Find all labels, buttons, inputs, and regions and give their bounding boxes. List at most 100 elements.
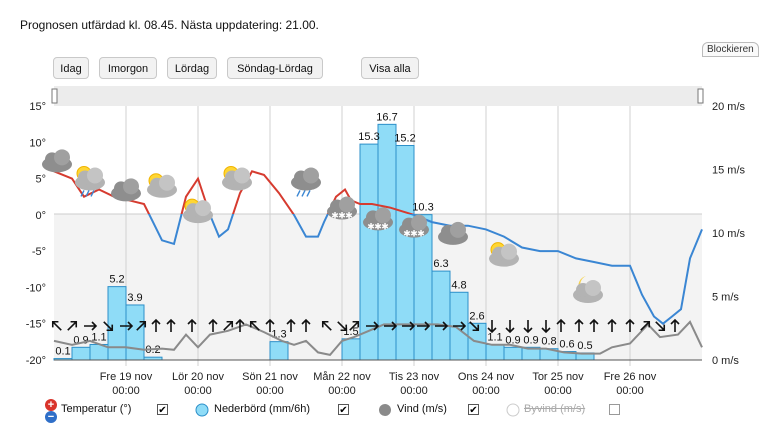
imorgon-button[interactable]: Imorgon bbox=[99, 57, 157, 79]
precip-label-3: 5.2 bbox=[109, 274, 124, 286]
precip-bar-7 bbox=[341, 338, 361, 361]
precip-bar-3 bbox=[107, 286, 127, 361]
legend-temperature-label: Temperatur (°) bbox=[61, 403, 132, 415]
snow-icon: ✱ ✱ ✱ bbox=[363, 207, 393, 232]
temperature-checkbox[interactable]: ✔ bbox=[157, 404, 168, 416]
temp-tick-5: -10° bbox=[26, 282, 46, 294]
wind-arrow-icon bbox=[670, 318, 680, 332]
precip-label-18: 0.8 bbox=[541, 336, 556, 348]
precip-label-9: 16.7 bbox=[376, 111, 397, 123]
temp-tick-7: -20° bbox=[26, 355, 46, 367]
day-time-6: 00:00 bbox=[544, 385, 572, 396]
temperature-series-line bbox=[53, 170, 703, 325]
day-time-4: 00:00 bbox=[400, 385, 428, 396]
wind-arrow-icon bbox=[384, 321, 398, 331]
cloud-icon bbox=[111, 178, 141, 202]
partly-sunny-icon bbox=[489, 242, 519, 267]
precip-label-11: 10.3 bbox=[412, 202, 433, 214]
day-time-0: 00:00 bbox=[112, 385, 140, 396]
gust-checkbox[interactable] bbox=[609, 404, 620, 415]
wind-arrow-icon bbox=[640, 320, 651, 331]
wind-arrow-icon bbox=[265, 318, 275, 332]
svg-text:✱: ✱ bbox=[331, 211, 339, 221]
partly-sunny-icon bbox=[147, 173, 177, 198]
idag-button[interactable]: Idag bbox=[53, 57, 89, 79]
day-time-3: 00:00 bbox=[328, 385, 356, 396]
temp-tick-0: 15° bbox=[29, 101, 46, 113]
wind-arrows bbox=[51, 318, 680, 334]
wind-arrow-icon bbox=[84, 321, 98, 331]
precip-label-0: 0.1 bbox=[55, 346, 70, 358]
wind-arrow-icon bbox=[366, 321, 380, 331]
precip-label-10: 15.2 bbox=[394, 133, 415, 145]
snow-icon: ✱ ✱ ✱ bbox=[399, 214, 429, 240]
precip-label-2: 1.1 bbox=[91, 331, 106, 343]
wind-arrow-icon bbox=[655, 321, 666, 332]
precip-label-13: 4.8 bbox=[451, 279, 466, 291]
wind-arrow-icon bbox=[487, 320, 497, 334]
precip-bar-12 bbox=[431, 270, 451, 361]
precip-label-15: 1.1 bbox=[487, 331, 502, 343]
wind-checkbox[interactable]: ✔ bbox=[468, 404, 479, 416]
day-label-3: Mån 22 nov bbox=[313, 371, 371, 383]
svg-text:✱: ✱ bbox=[367, 222, 375, 232]
wind-arrow-icon bbox=[402, 321, 416, 331]
left-range-handle[interactable] bbox=[51, 88, 58, 104]
wind-arrow-icon bbox=[103, 321, 114, 332]
cloud-icon bbox=[438, 221, 468, 245]
temp-tick-6: -15° bbox=[26, 319, 46, 331]
temp-tick-2: 5° bbox=[35, 174, 46, 186]
sondag-lordag-button[interactable]: Söndag-Lördag bbox=[227, 57, 323, 79]
zoom-in-icon[interactable]: + bbox=[45, 399, 57, 411]
wind-arrow-icon bbox=[574, 318, 584, 332]
wind-arrow-icon bbox=[51, 320, 62, 331]
wind-dot-icon bbox=[379, 404, 391, 416]
wind-arrow-icon bbox=[136, 320, 147, 331]
block-button[interactable]: Blockieren bbox=[702, 42, 759, 57]
wind-axis: 20 m/s 15 m/s 10 m/s 5 m/s 0 m/s bbox=[712, 101, 746, 367]
svg-text:✱: ✱ bbox=[417, 230, 425, 240]
wind-series-line bbox=[53, 320, 703, 356]
legend-gust-label: Byvind (m/s) bbox=[524, 403, 586, 415]
partly-cloudy-icon bbox=[222, 165, 252, 191]
legend-wind-label: Vind (m/s) bbox=[397, 403, 447, 415]
right-range-handle[interactable] bbox=[697, 88, 704, 104]
svg-text:✱: ✱ bbox=[338, 211, 346, 221]
wind-arrow-icon bbox=[223, 320, 234, 331]
temperature-axis: 15° 10° 5° 0° -5° -10° -15° -20° bbox=[26, 101, 46, 367]
rain-icon bbox=[291, 167, 321, 197]
precip-label-17: 0.9 bbox=[523, 334, 538, 346]
day-label-6: Tor 25 nov bbox=[532, 371, 584, 383]
wind-arrow-icon bbox=[286, 318, 296, 332]
wind-arrow-icon bbox=[235, 318, 245, 332]
precipitation-checkbox[interactable]: ✔ bbox=[338, 404, 349, 416]
temp-tick-4: -5° bbox=[32, 246, 46, 258]
visa-alla-button[interactable]: Visa alla bbox=[361, 57, 419, 79]
precipitation-bars bbox=[53, 123, 595, 361]
day-label-1: Lör 20 nov bbox=[172, 371, 224, 383]
weather-icons: ✱ ✱ ✱✱ ✱ ✱✱ ✱ ✱ bbox=[42, 149, 603, 303]
precip-label-7: 1.5 bbox=[343, 326, 358, 338]
wind-arrow-icon bbox=[435, 321, 449, 331]
forecast-chart: 0.10.9 1.15.23.90.21.3 1.515.316.715.210.3… bbox=[26, 86, 746, 396]
day-time-5: 00:00 bbox=[472, 385, 500, 396]
day-label-0: Fre 19 nov bbox=[100, 371, 153, 383]
precip-label-8: 15.3 bbox=[358, 131, 379, 143]
wind-arrow-icon bbox=[166, 318, 176, 332]
wind-arrow-icon bbox=[120, 321, 134, 331]
wind-arrow-icon bbox=[556, 318, 566, 332]
wind-arrow-icon bbox=[589, 318, 599, 332]
precip-bar-15 bbox=[485, 343, 505, 361]
precipitation-dot-icon bbox=[195, 403, 209, 417]
snow-icon: ✱ ✱ ✱ bbox=[327, 196, 357, 221]
wind-arrow-icon bbox=[523, 320, 533, 334]
svg-text:✱: ✱ bbox=[403, 230, 411, 240]
precip-bar-6 bbox=[269, 341, 289, 361]
precip-bar-4 bbox=[125, 304, 145, 361]
forecast-issued-text: Prognosen utfärdad kl. 08.45. Nästa uppd… bbox=[20, 18, 319, 32]
zoom-out-icon[interactable]: − bbox=[45, 411, 57, 423]
wind-tick-0: 20 m/s bbox=[712, 101, 746, 113]
day-time-2: 00:00 bbox=[256, 385, 284, 396]
wind-arrow-icon bbox=[625, 318, 635, 332]
lordag-button[interactable]: Lördag bbox=[167, 57, 217, 79]
